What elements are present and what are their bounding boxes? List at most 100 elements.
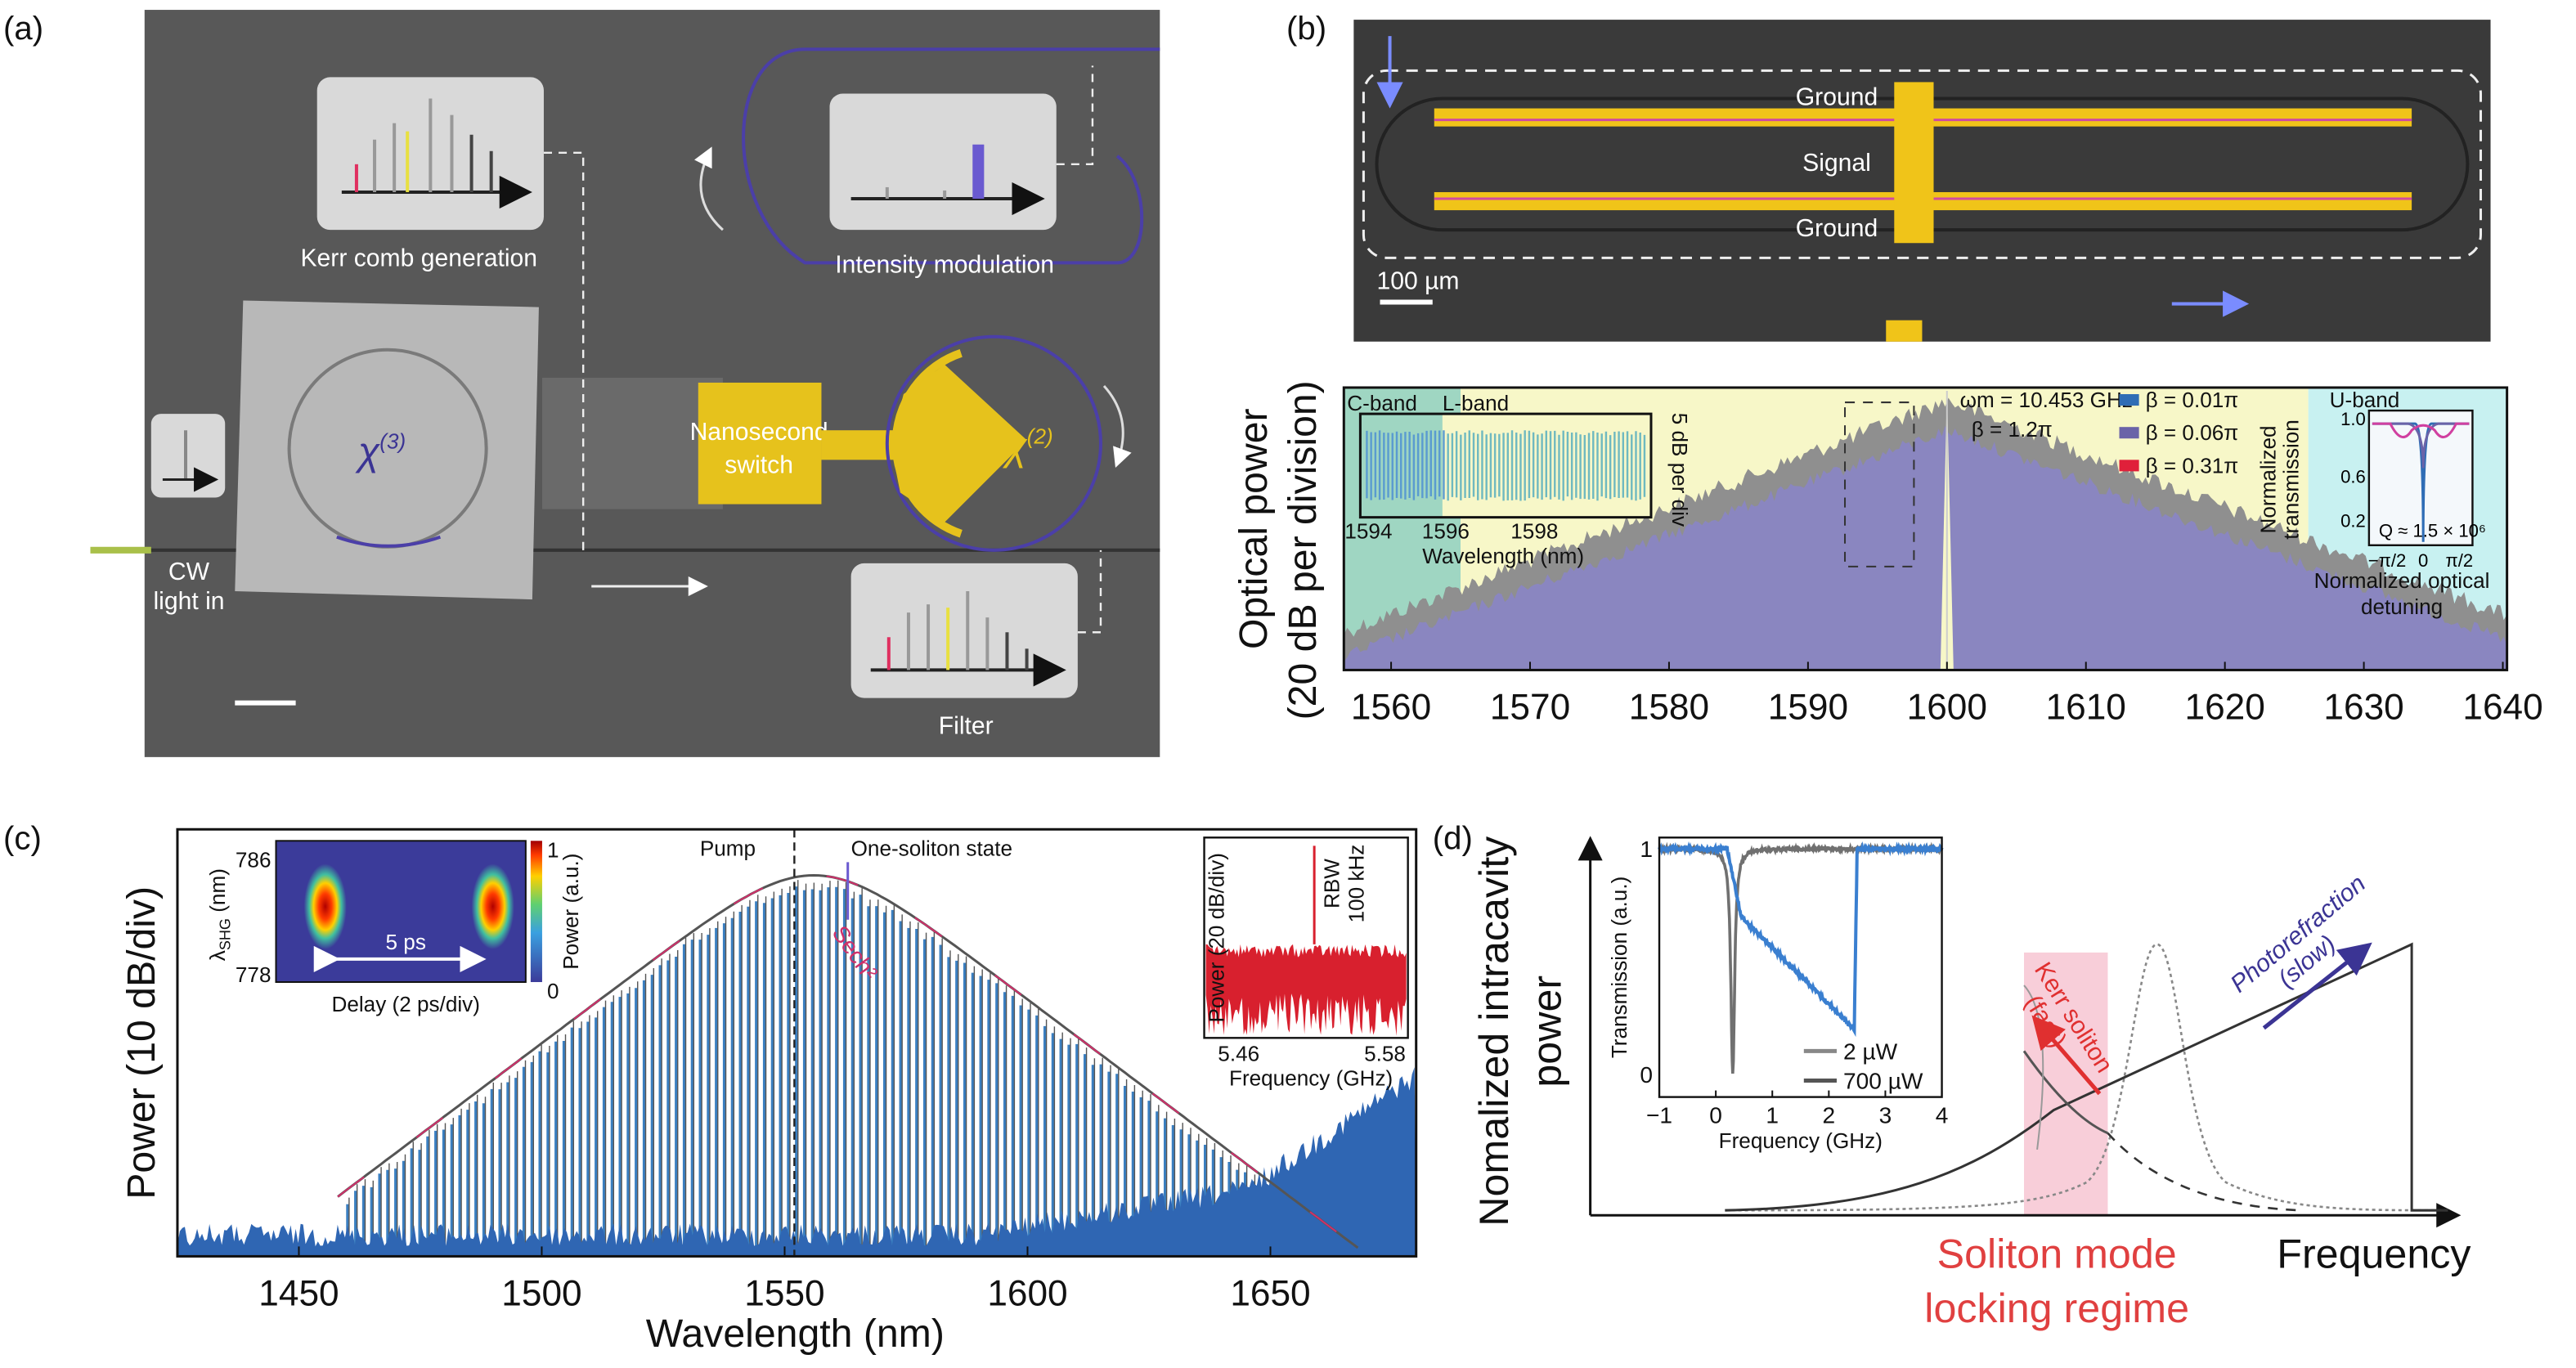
b-xtick-label: 1580 xyxy=(1629,688,1709,728)
panel-c-chart: 1450 1500 1550 1600 1650 Wavelength (nm) Pow… xyxy=(119,828,1418,1356)
d-inset-ytick-label: 0 xyxy=(1640,1062,1653,1088)
d-inset-xtick-label: −1 xyxy=(1646,1103,1672,1128)
colorbar xyxy=(530,841,542,983)
d-inset-xtick-label: 1 xyxy=(1766,1103,1779,1128)
signal-label: Signal xyxy=(1802,150,1871,177)
panel-b-device-image: Ground Signal Ground 100 µm xyxy=(1353,20,2491,342)
nanosecond-switch xyxy=(698,382,822,505)
b-xtick-label: 1640 xyxy=(2462,688,2542,728)
res-ytick-06: 0.6 xyxy=(2340,466,2366,487)
curved-arrow-right xyxy=(1102,384,1132,469)
c-xtick-label: 1650 xyxy=(1230,1274,1310,1314)
c-xtick-label: 1550 xyxy=(744,1274,824,1314)
spectrum-inner xyxy=(1344,425,2507,671)
dashed-region xyxy=(1362,69,2482,259)
c-xtick-label: 1600 xyxy=(987,1274,1067,1314)
panel-label-c: (c) xyxy=(3,819,42,856)
switch-label-2: switch xyxy=(725,451,793,478)
c-xtick-label: 1450 xyxy=(258,1274,339,1314)
plot-frame-c xyxy=(176,828,1418,1258)
res-ylabel-2: transmission xyxy=(2278,419,2303,540)
noise-floor xyxy=(177,1067,1416,1257)
scale-bar-label: 100 µm xyxy=(1376,267,1459,294)
q-annotation: Q ≈ 1.5 × 10⁶ xyxy=(2379,521,2486,541)
inset-zoom-tick-1594: 1594 xyxy=(1344,519,1392,544)
res-curve-0.31 xyxy=(2372,422,2470,438)
zoom-region-box xyxy=(1844,401,1915,567)
chip-region-light xyxy=(541,377,723,509)
legend-label: β = 0.31π xyxy=(2146,453,2239,478)
inset-zoom-xlabel: Wavelength (nm) xyxy=(1422,544,1584,568)
b-ylabel-2: (20 dB per division) xyxy=(1281,380,1325,720)
plot-frame-b xyxy=(1342,386,2509,671)
legend-swatch xyxy=(2119,394,2139,406)
legend-label: 2 µW xyxy=(1843,1038,1898,1064)
d-inset-xtick-label: 4 xyxy=(1936,1103,1949,1128)
regime-label-1: Soliton mode xyxy=(1937,1231,2177,1276)
d-inset-ytick-label: 1 xyxy=(1640,836,1653,862)
legend-label: 700 µW xyxy=(1843,1069,1923,1094)
c-xtick-label: 1500 xyxy=(501,1274,581,1314)
wm-annotation: ωm = 10.453 GHz xyxy=(1960,388,2133,412)
ground-top-label: Ground xyxy=(1796,84,1878,111)
res-ylabel-1: Normalized xyxy=(2255,425,2280,533)
b-xtick-label: 1570 xyxy=(1490,688,1570,728)
b-xtick-label: 1600 xyxy=(1907,688,1987,728)
b-xtick-label: 1630 xyxy=(2323,688,2403,728)
b-xtick-label: 1560 xyxy=(1351,688,1431,728)
rf-xlabel: Frequency (GHz) xyxy=(1229,1066,1393,1091)
d-inset-ylabel: Transmission (a.u.) xyxy=(1607,877,1631,1058)
res-xtick-neg: −π/2 xyxy=(2368,550,2407,571)
output-waveguide xyxy=(742,47,1160,265)
inset-resonance-frame xyxy=(2367,409,2474,546)
chi2-label: χ(2) xyxy=(1002,424,1052,469)
ground-bottom-label: Ground xyxy=(1796,215,1878,242)
rbw-annotation-2: 100 kHz xyxy=(1344,845,1368,923)
photorefraction-arrow xyxy=(2262,942,2372,1030)
switch-connector xyxy=(821,430,895,460)
chi3-resonator-chip xyxy=(235,300,539,600)
d-inset-xlabel: Frequency (GHz) xyxy=(1719,1128,1883,1153)
rf-noise xyxy=(1205,944,1407,1037)
kerr-soliton-branch xyxy=(2022,1050,2109,1135)
panel-label-b: (b) xyxy=(1286,10,1326,47)
rf-xtick-558: 5.58 xyxy=(1364,1041,1406,1065)
legend-swatch xyxy=(2119,460,2139,472)
chi3-ring-coupling xyxy=(336,535,442,548)
kerr-spectrum-lines xyxy=(341,98,532,209)
heatmap-ytick-786: 786 xyxy=(236,847,272,872)
unstable-branch xyxy=(2107,1132,2300,1212)
c-xlabel: Wavelength (nm) xyxy=(646,1312,945,1356)
filter-spectrum-box xyxy=(850,563,1078,698)
soliton-regime-band xyxy=(2024,952,2108,1216)
chi2-microring xyxy=(885,334,1102,552)
rf-inset-frame xyxy=(1203,836,1409,1039)
u-band-label: U-band xyxy=(2330,388,2400,412)
legend-label: β = 0.01π xyxy=(2146,388,2239,412)
thermal-triangle-curve xyxy=(1725,942,2448,1212)
panel-label-a: (a) xyxy=(3,10,43,47)
colorbar-tick-1: 1 xyxy=(547,837,559,862)
inset-zoom-frame xyxy=(1358,412,1653,519)
rf-ylabel: Power (20 dB/div) xyxy=(1205,853,1229,1022)
kerr-label: Kerr comb generation xyxy=(300,244,537,271)
res-ytick-02: 0.2 xyxy=(2340,511,2366,532)
d-inset-bg xyxy=(1659,837,1942,1097)
cw-input-box xyxy=(150,414,226,498)
l-band-label: L-band xyxy=(1443,391,1509,415)
pulse-blob-1 xyxy=(303,863,347,949)
filter-label: Filter xyxy=(939,713,994,740)
res-xlabel-1: Normalized optical xyxy=(2314,568,2490,593)
heatmap-xlabel: Delay (2 ps/div) xyxy=(331,992,479,1016)
filter-spectrum-lines xyxy=(870,591,1066,687)
pulse-blob-2 xyxy=(471,863,514,949)
legend-swatch xyxy=(2119,427,2139,439)
regime-label-2: locking regime xyxy=(1924,1285,2189,1331)
inset-zoom-ylabel: 5 dB per div xyxy=(1667,413,1692,527)
inset-zoom-tick-1598: 1598 xyxy=(1510,519,1558,544)
cold-cavity-resonance xyxy=(1725,943,2448,1212)
cw-label-2: light in xyxy=(153,588,224,615)
curved-arrow-left xyxy=(693,146,724,231)
colorbar-label: Power (a.u.) xyxy=(559,854,583,970)
